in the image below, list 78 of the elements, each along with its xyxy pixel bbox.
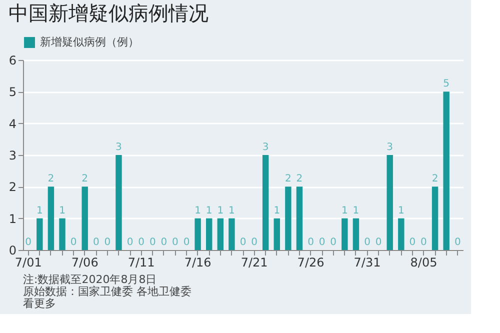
bar <box>206 218 212 250</box>
data-label: 0 <box>409 237 416 248</box>
bar <box>116 155 122 250</box>
data-label: 0 <box>240 237 246 248</box>
data-label: 3 <box>262 142 269 153</box>
data-label: 2 <box>48 174 54 185</box>
bar <box>285 186 292 250</box>
data-label: 0 <box>104 237 111 248</box>
data-label: 0 <box>364 237 370 248</box>
data-label: 0 <box>25 237 32 248</box>
data-label: 0 <box>160 237 168 248</box>
bar <box>352 218 360 250</box>
y-tick-label: 1 <box>8 212 16 226</box>
y-tick-label: 5 <box>8 85 16 100</box>
data-label: 5 <box>443 78 450 90</box>
data-label: 2 <box>432 174 438 185</box>
data-label: 1 <box>194 205 201 216</box>
bar <box>296 186 303 250</box>
data-label: 0 <box>138 237 145 248</box>
data-label: 1 <box>228 205 235 216</box>
bar <box>82 186 88 250</box>
data-label: 0 <box>126 237 134 248</box>
x-tick-label: 7/21 <box>240 256 268 270</box>
data-label: 0 <box>308 237 314 248</box>
bar <box>262 155 269 250</box>
bar <box>274 218 280 250</box>
data-label: 1 <box>36 205 43 216</box>
data-label: 1 <box>274 205 280 216</box>
bar <box>432 186 438 250</box>
bar <box>36 218 43 250</box>
data-label: 0 <box>149 237 156 248</box>
bar <box>398 218 404 250</box>
y-tick-label: 4 <box>8 116 16 131</box>
text: 注:数据截至2020年8月8日 <box>23 273 157 286</box>
data-label: 3 <box>386 142 394 153</box>
data-label: 0 <box>318 237 326 248</box>
bar <box>386 155 393 250</box>
data-label: 1 <box>341 205 348 216</box>
data-label: 2 <box>296 174 303 185</box>
text: 看更多 <box>23 297 56 310</box>
data-label: 0 <box>251 237 258 248</box>
data-label: 1 <box>398 205 404 216</box>
data-label: 0 <box>183 237 190 248</box>
chart-title: 中国新增疑似病例情况 <box>8 1 208 25</box>
data-label: 0 <box>375 237 382 248</box>
bar <box>443 92 450 250</box>
x-tick-label: 7/31 <box>354 256 381 270</box>
x-tick-label: 7/26 <box>297 256 324 270</box>
text: 原始数据：国家卫健委 各地卫健委 <box>23 285 192 298</box>
data-label: 3 <box>116 142 122 153</box>
x-tick-label: 7/06 <box>71 256 98 270</box>
y-tick-label: 2 <box>8 180 16 194</box>
y-tick-label: 0 <box>8 244 16 258</box>
x-tick-label: 7/01 <box>14 256 42 270</box>
data-label: 0 <box>172 237 178 248</box>
x-tick-label: 7/16 <box>184 256 212 270</box>
bar <box>194 218 201 250</box>
bar <box>217 218 224 250</box>
y-tick-label: 3 <box>8 148 16 162</box>
data-label: 1 <box>217 205 224 216</box>
legend-label: 新增疑似病例（例） <box>40 36 139 48</box>
x-tick-label: 8/05 <box>410 256 438 270</box>
data-label: 1 <box>206 205 212 216</box>
data-label: 0 <box>330 237 337 248</box>
data-label: 0 <box>420 237 427 248</box>
bar <box>59 218 66 250</box>
data-label: 1 <box>352 205 360 216</box>
x-tick-label: 7/11 <box>128 256 155 270</box>
data-label: 2 <box>82 174 88 185</box>
bar <box>228 218 235 250</box>
y-tick-label: 6 <box>8 54 16 68</box>
data-label: 0 <box>92 237 100 248</box>
bar <box>48 186 54 250</box>
data-label: 1 <box>59 205 66 216</box>
bar <box>342 218 348 250</box>
data-label: 0 <box>70 237 77 248</box>
data-label: 0 <box>454 237 461 248</box>
data-label: 2 <box>285 174 292 185</box>
